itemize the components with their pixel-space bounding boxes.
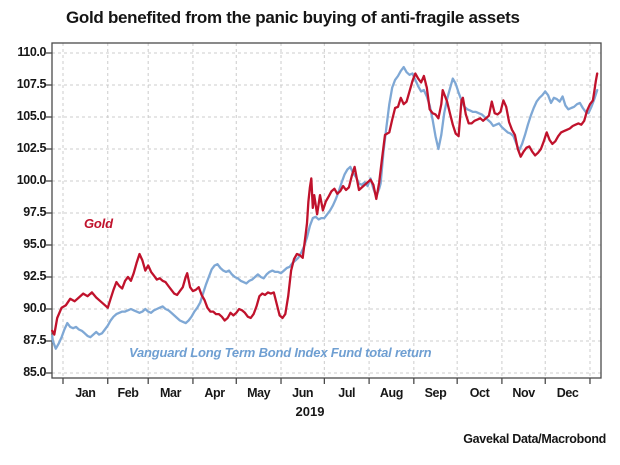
bond-series-label: Vanguard Long Term Bond Index Fund total…: [129, 345, 432, 360]
x-tick-label-mar: Mar: [160, 386, 182, 400]
x-tick-label-dec: Dec: [556, 386, 579, 400]
y-tick-label: 95.0: [23, 237, 46, 251]
y-tick-label: 92.5: [23, 269, 46, 283]
plot-border: [51, 42, 602, 379]
y-tick-label: 90.0: [23, 301, 46, 315]
source-attribution: Gavekal Data/Macrobond: [463, 432, 606, 446]
x-tick-label-aug: Aug: [379, 386, 404, 400]
gold-line: [51, 72, 599, 336]
x-tick-label-jun: Jun: [292, 386, 314, 400]
y-tick-label: 107.5: [16, 77, 47, 91]
y-tick-label: 110.0: [17, 45, 46, 59]
bond-line: [51, 65, 599, 350]
chart-title: Gold benefited from the panic buying of …: [66, 8, 520, 27]
x-axis-year-label: 2019: [295, 404, 325, 419]
y-tick-label: 97.5: [23, 205, 46, 219]
x-tick-label-feb: Feb: [117, 386, 139, 400]
gold-series-label: Gold: [84, 216, 113, 231]
x-tick-label-may: May: [247, 386, 271, 400]
y-tick-label: 105.0: [16, 109, 47, 123]
x-tick-label-nov: Nov: [512, 386, 535, 400]
x-tick-label-jan: Jan: [75, 386, 96, 400]
x-tick-label-jul: Jul: [338, 386, 356, 400]
x-tick-label-apr: Apr: [204, 386, 225, 400]
y-tick-label: 87.5: [23, 333, 46, 347]
x-tick-label-sep: Sep: [424, 386, 447, 400]
x-tick-label-oct: Oct: [469, 386, 490, 400]
y-tick-label: 85.0: [23, 365, 46, 379]
y-tick-label: 100.0: [16, 173, 47, 187]
y-tick-label: 102.5: [16, 141, 47, 155]
